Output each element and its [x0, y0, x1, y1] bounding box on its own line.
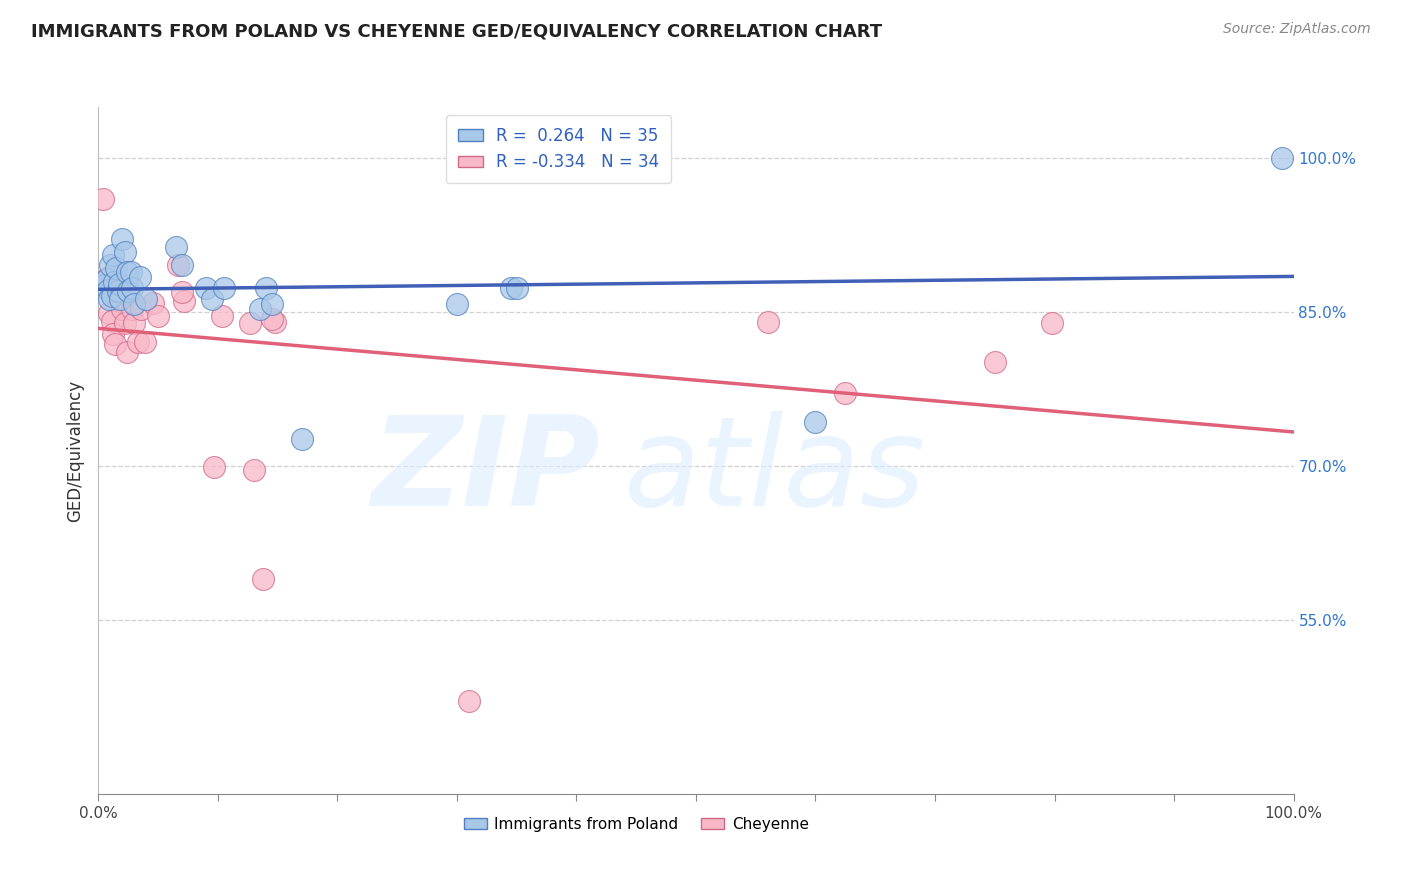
- Point: [127, 334, 149, 349]
- Point: [134, 334, 156, 349]
- Point: [124, 297, 146, 311]
- Point: [105, 260, 128, 275]
- Point: [118, 285, 141, 300]
- Point: [107, 284, 129, 298]
- Point: [167, 258, 190, 272]
- Point: [108, 285, 131, 300]
- Point: [111, 232, 134, 246]
- Point: [96, 272, 118, 286]
- Point: [834, 386, 856, 401]
- Point: [103, 276, 125, 290]
- Point: [93, 278, 115, 293]
- Y-axis label: GED/Equivalency: GED/Equivalency: [66, 379, 84, 522]
- Point: [91, 192, 114, 206]
- Point: [984, 355, 1007, 369]
- Point: [243, 463, 266, 477]
- Point: [108, 292, 131, 306]
- Point: [1040, 316, 1063, 330]
- Point: [252, 572, 274, 586]
- Point: [121, 281, 143, 295]
- Point: [107, 276, 129, 290]
- Point: [120, 265, 142, 279]
- Point: [173, 293, 195, 308]
- Point: [115, 265, 138, 279]
- Point: [195, 281, 218, 295]
- Point: [142, 296, 165, 310]
- Point: [254, 281, 277, 295]
- Point: [172, 258, 194, 272]
- Point: [114, 316, 136, 330]
- Point: [100, 314, 122, 328]
- Point: [124, 316, 146, 330]
- Point: [172, 285, 194, 299]
- Point: [148, 309, 170, 323]
- Point: [264, 315, 287, 329]
- Point: [165, 240, 187, 254]
- Point: [121, 301, 143, 316]
- Point: [115, 345, 138, 359]
- Point: [98, 306, 121, 320]
- Point: [96, 271, 118, 285]
- Text: Source: ZipAtlas.com: Source: ZipAtlas.com: [1223, 22, 1371, 37]
- Point: [506, 281, 529, 295]
- Legend: Immigrants from Poland, Cheyenne: Immigrants from Poland, Cheyenne: [457, 811, 815, 838]
- Point: [101, 247, 124, 261]
- Point: [291, 432, 314, 446]
- Point: [135, 292, 157, 306]
- Point: [97, 283, 120, 297]
- Point: [104, 336, 127, 351]
- Point: [129, 270, 152, 285]
- Point: [249, 301, 271, 316]
- Point: [239, 316, 262, 330]
- Point: [260, 312, 283, 326]
- Point: [98, 258, 122, 272]
- Point: [804, 415, 827, 429]
- Point: [458, 693, 481, 707]
- Point: [100, 288, 122, 302]
- Point: [211, 309, 233, 323]
- Point: [446, 297, 468, 311]
- Point: [202, 459, 225, 474]
- Point: [1271, 151, 1294, 165]
- Point: [499, 281, 522, 295]
- Text: ZIP: ZIP: [371, 410, 600, 532]
- Point: [212, 281, 235, 295]
- Point: [98, 292, 121, 306]
- Point: [111, 301, 134, 316]
- Point: [756, 315, 779, 329]
- Point: [131, 301, 153, 316]
- Point: [117, 284, 139, 298]
- Point: [201, 292, 224, 306]
- Text: IMMIGRANTS FROM POLAND VS CHEYENNE GED/EQUIVALENCY CORRELATION CHART: IMMIGRANTS FROM POLAND VS CHEYENNE GED/E…: [31, 22, 882, 40]
- Point: [101, 326, 124, 341]
- Text: atlas: atlas: [624, 410, 927, 532]
- Point: [107, 277, 129, 292]
- Point: [114, 244, 136, 259]
- Point: [260, 297, 283, 311]
